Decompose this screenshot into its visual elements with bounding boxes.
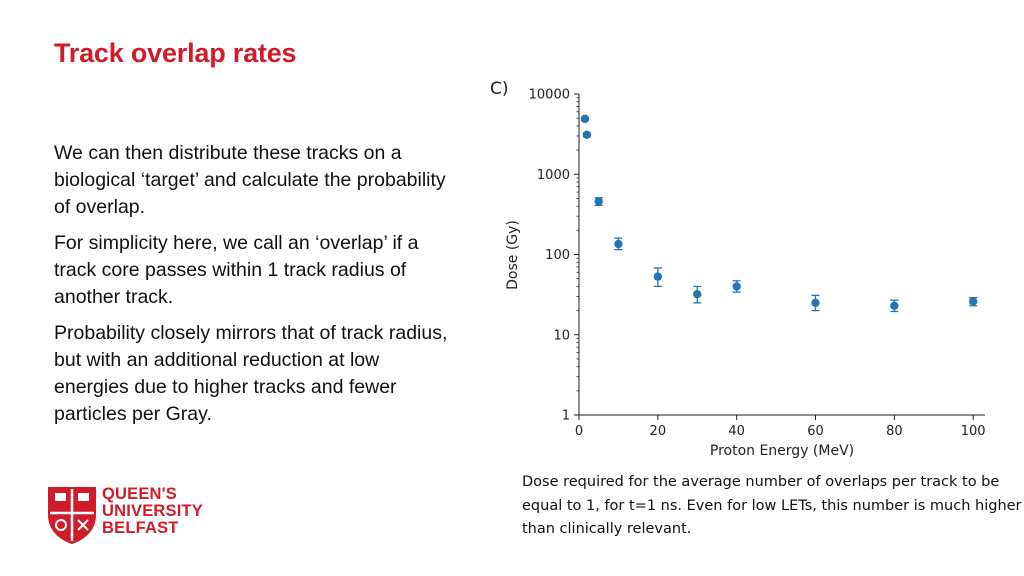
y-axis-label: Dose (Gy) [505, 220, 521, 290]
body-text: We can then distribute these tracks on a… [54, 140, 454, 437]
x-tick-label: 80 [886, 424, 903, 439]
data-point [968, 297, 978, 306]
y-tick-label: 10 [553, 328, 570, 343]
university-logo: QUEEN'S UNIVERSITY BELFAST [46, 485, 216, 547]
data-point [693, 290, 702, 299]
slide-title: Track overlap rates [54, 38, 297, 68]
logo-line-2: UNIVERSITY [102, 502, 204, 520]
crest-icon [48, 487, 96, 544]
dose-chart: C) 1 10 100 1000 10000 0 20 40 60 80 100 Proton E… [486, 72, 1006, 472]
paragraph: For simplicity here, we call an ‘overlap… [54, 232, 419, 308]
x-tick-label: 40 [728, 424, 745, 439]
figure-caption: Dose required for the average number of … [522, 474, 1022, 537]
data-point [732, 282, 741, 291]
y-tick-label: 1 [562, 409, 570, 424]
paragraph: We can then distribute these tracks on a… [54, 142, 446, 218]
chart-svg: C) 1 10 100 1000 10000 0 20 40 60 80 100 Proton E… [490, 79, 986, 459]
data-point [811, 298, 820, 308]
data-point [890, 301, 899, 310]
x-tick-label: 0 [575, 424, 583, 439]
x-tick-label: 20 [650, 424, 667, 439]
y-tick-label: 10000 [529, 88, 570, 103]
x-axis-label: Proton Energy (MeV) [710, 443, 854, 459]
y-tick-label: 100 [545, 248, 570, 263]
data-point [614, 239, 623, 249]
logo-text: QUEEN'S UNIVERSITY BELFAST [102, 486, 203, 537]
data-point [582, 130, 592, 140]
panel-label: C) [490, 79, 509, 99]
x-tick-label: 100 [961, 424, 986, 439]
y-tick-label: 1000 [537, 168, 570, 183]
x-ticks: 0 20 40 60 80 100 [575, 415, 986, 439]
data-points [580, 114, 978, 313]
logo-line-3: BELFAST [102, 519, 179, 537]
paragraph: Probability closely mirrors that of trac… [54, 322, 448, 425]
data-point [653, 272, 663, 281]
data-point [580, 114, 590, 124]
x-tick-label: 60 [807, 424, 824, 439]
logo-line-1: QUEEN'S [102, 485, 178, 503]
y-ticks: 1 10 100 1000 10000 [529, 88, 579, 424]
data-point [594, 197, 603, 206]
